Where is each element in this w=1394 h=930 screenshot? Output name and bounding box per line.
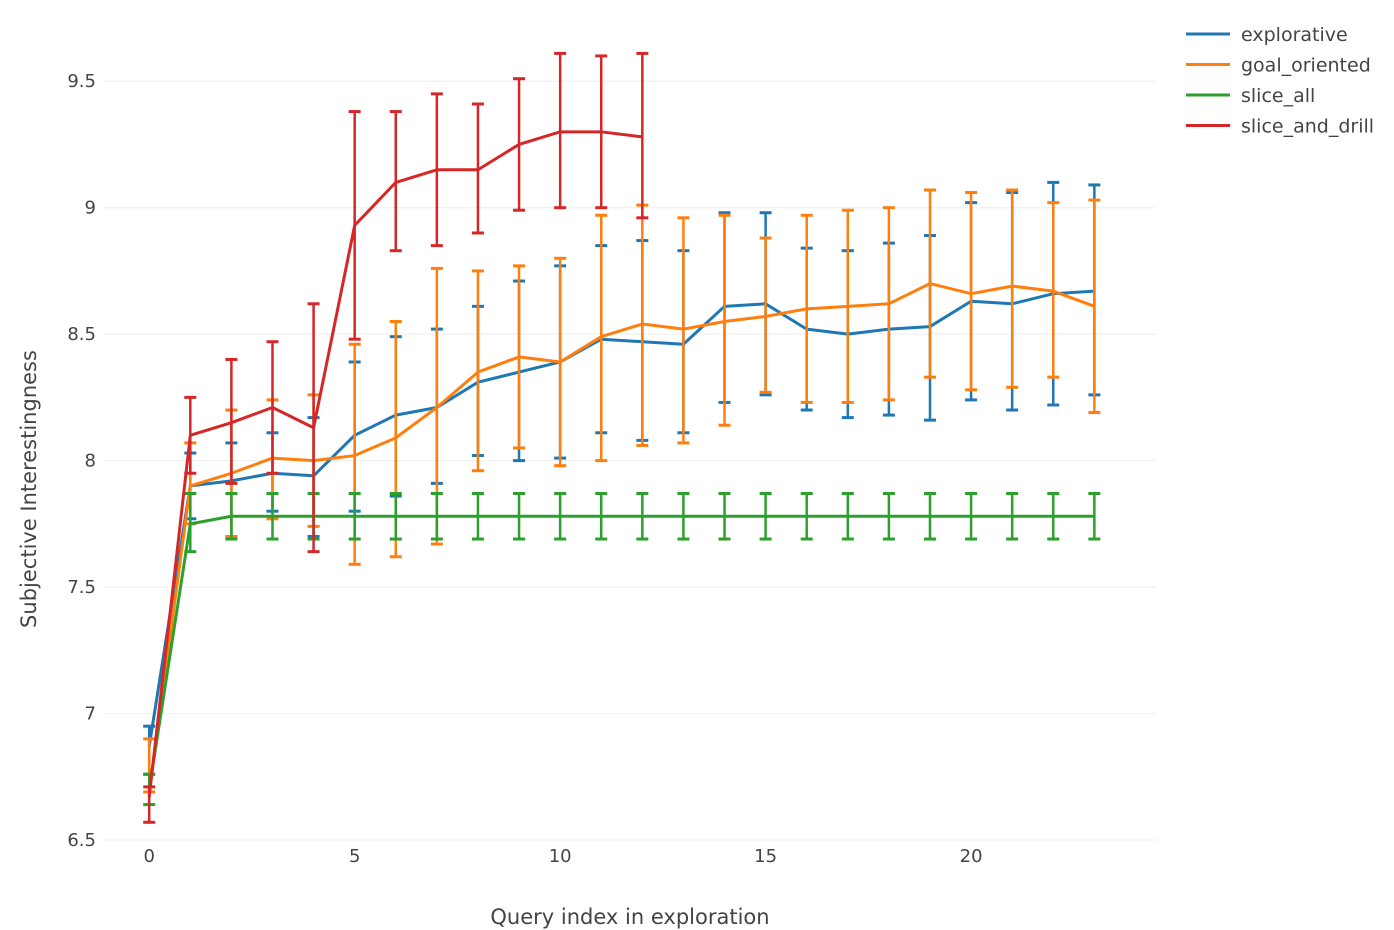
legend[interactable]: explorative goal_oriented slice_all slice_a… [1186,24,1374,138]
y-tick-label: 8 [85,451,96,472]
y-tick-label: 9 [85,198,96,219]
legend-label: explorative [1241,24,1348,46]
legend-label: slice_and_drill [1241,116,1374,138]
series-slice-all [143,491,1101,807]
y-axis-title: Subjective Interestingness [17,350,41,628]
legend-label: slice_all [1241,85,1315,107]
x-axis-ticks: 0 5 10 15 20 [143,846,982,867]
y-tick-label: 6.5 [67,830,96,851]
x-tick-label: 15 [754,846,777,867]
x-tick-label: 10 [549,846,572,867]
x-tick-label: 0 [143,846,154,867]
y-tick-label: 9.5 [67,71,96,92]
series-line [147,282,1095,793]
y-tick-label: 7 [85,704,96,725]
y-axis-ticks: 6.5 7 7.5 8 8.5 9 9.5 [67,71,96,851]
legend-item-goal-oriented[interactable]: goal_oriented [1186,55,1371,77]
series-line [147,130,643,798]
error-bar [1006,188,1019,389]
y-tick-label: 8.5 [67,324,96,345]
legend-item-slice-and-drill[interactable]: slice_and_drill [1186,116,1374,138]
series-explorative [143,180,1101,776]
error-bar [965,191,978,392]
series-slice-and-drill [143,51,649,824]
x-tick-label: 5 [349,846,360,867]
series-line [147,514,1095,790]
series-line [147,289,1095,747]
series-group [143,51,1101,824]
legend-label: goal_oriented [1241,55,1371,77]
series-goal-oriented [143,188,1101,794]
legend-item-explorative[interactable]: explorative [1186,24,1348,46]
y-tick-label: 7.5 [67,577,96,598]
grid-lines [104,80,1156,841]
legend-item-slice-all[interactable]: slice_all [1186,85,1315,107]
x-axis-title: Query index in exploration [490,905,769,929]
x-tick-label: 20 [960,846,983,867]
